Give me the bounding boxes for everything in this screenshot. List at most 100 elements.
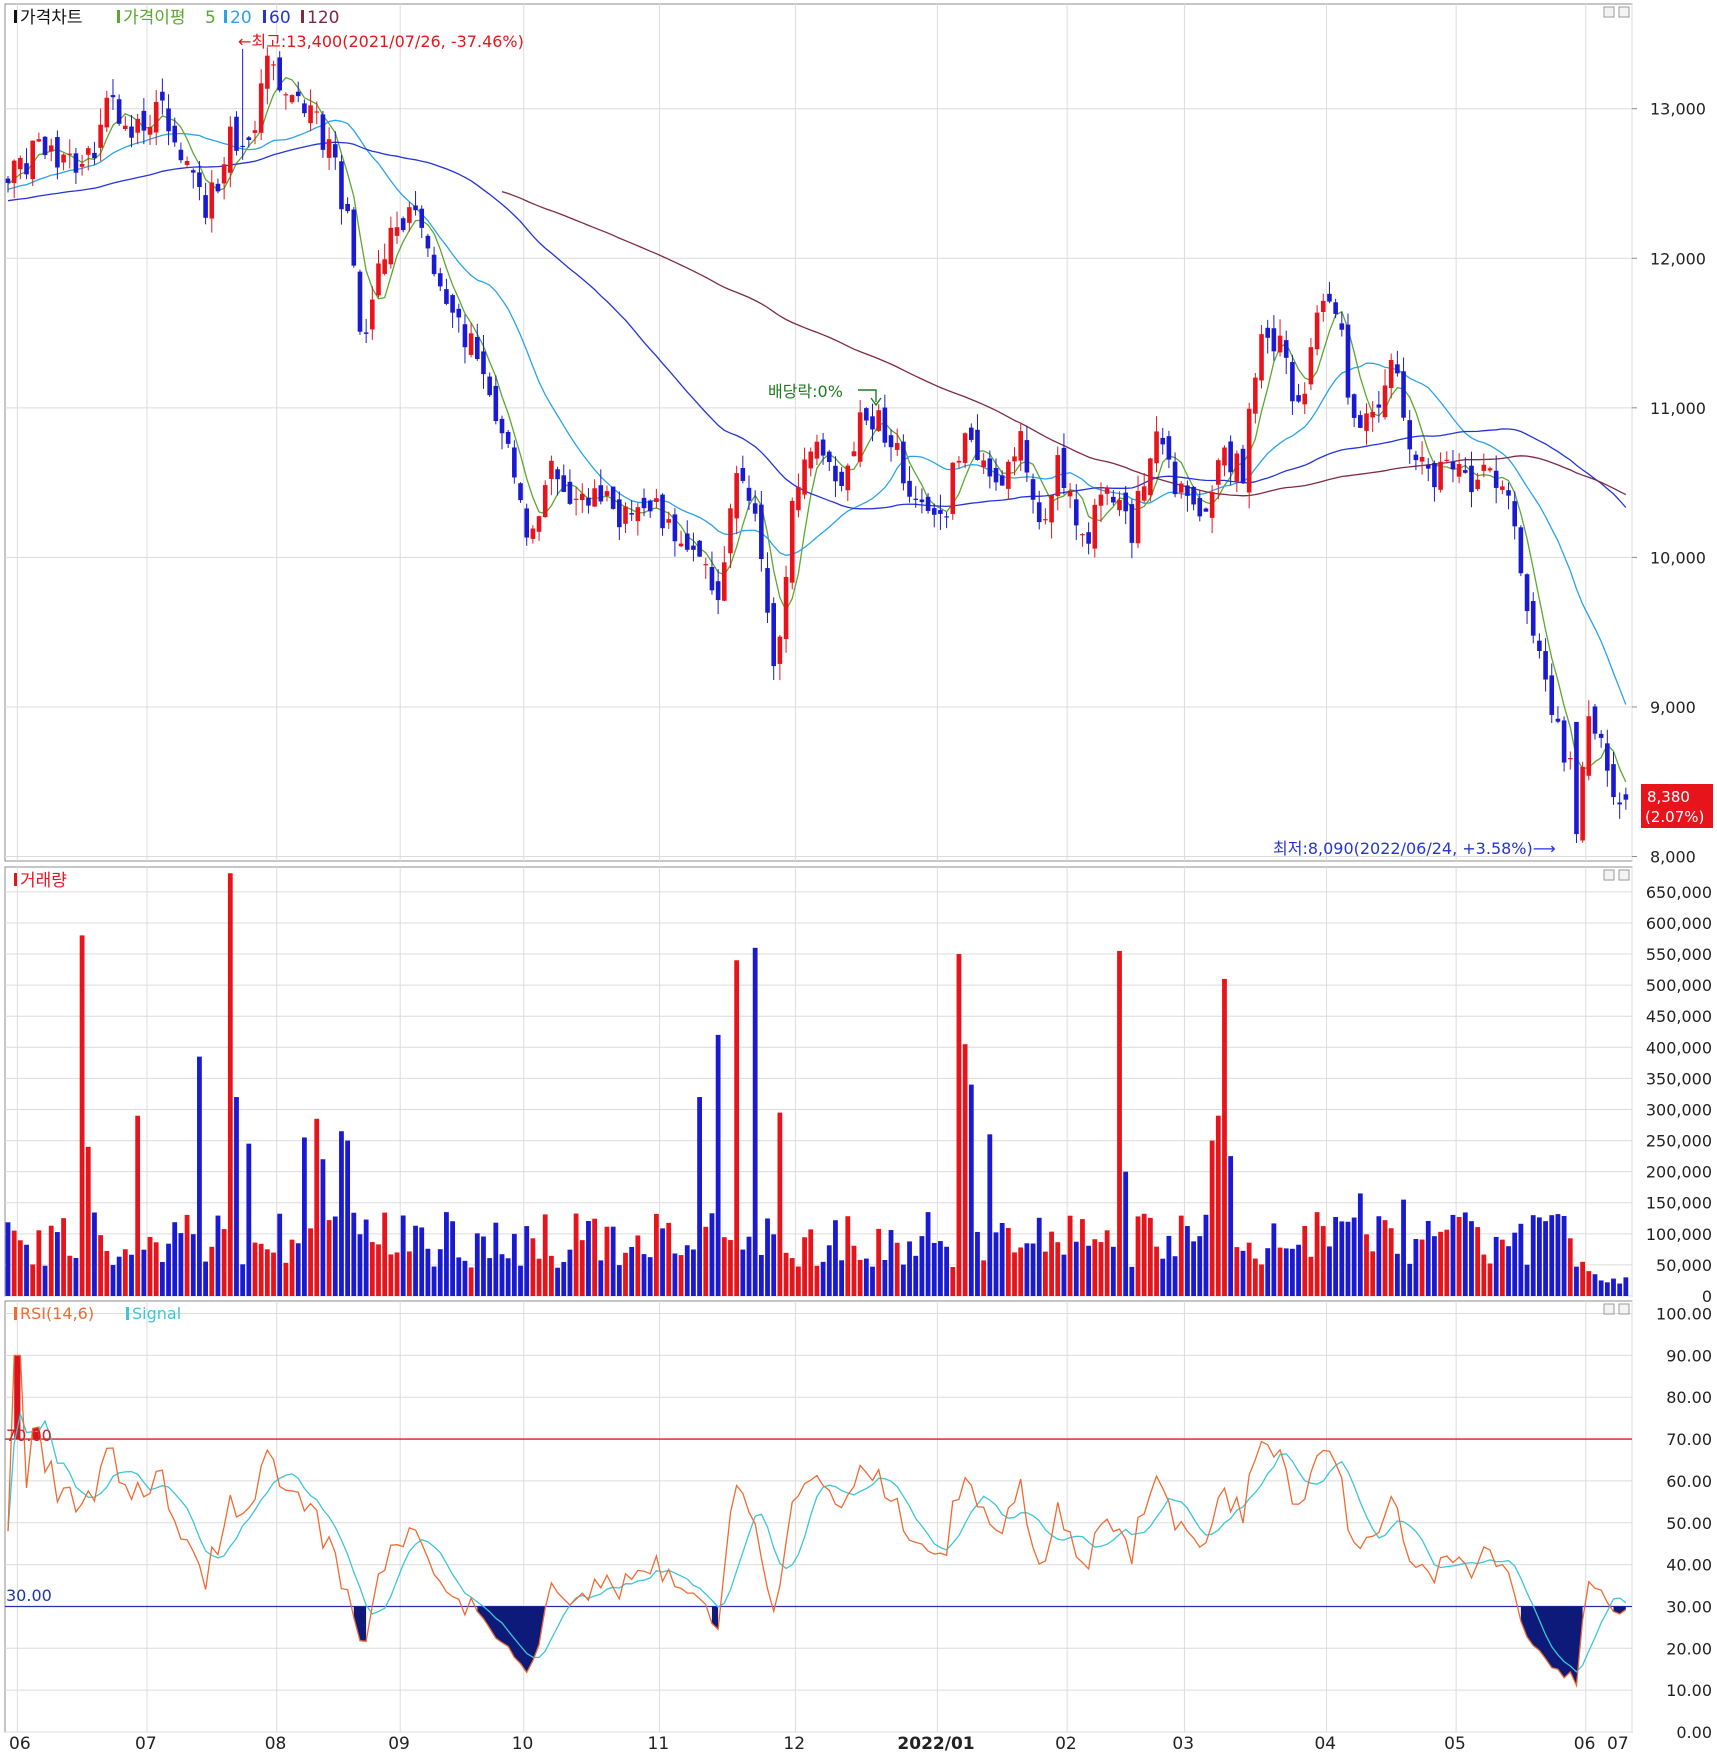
volume-bar: [1506, 1246, 1511, 1296]
volume-bar: [1394, 1253, 1400, 1296]
candle-body: [1135, 490, 1141, 544]
volume-bar: [499, 1254, 505, 1296]
volume-bar: [1456, 1216, 1462, 1296]
candle-body: [1055, 455, 1061, 497]
volume-bar: [314, 1118, 320, 1296]
maximize-icon[interactable]: [1618, 1303, 1630, 1315]
candle-body: [962, 433, 968, 463]
volume-bar: [882, 1259, 888, 1296]
candle-body: [629, 513, 634, 515]
volume-bar: [24, 1244, 29, 1296]
rsi-panel-window-controls[interactable]: [1603, 1303, 1630, 1315]
candle-body: [351, 209, 357, 266]
volume-bar: [567, 1249, 573, 1296]
volume-bar: [555, 1267, 560, 1296]
candle-body: [11, 160, 17, 184]
candle-body: [456, 308, 462, 318]
candle-body: [1364, 413, 1369, 431]
candle-body: [1333, 302, 1338, 314]
candle-body: [870, 416, 875, 430]
candle-body: [5, 178, 11, 183]
minimize-icon[interactable]: [1603, 1303, 1615, 1315]
volume-bar: [1376, 1216, 1382, 1296]
maximize-icon[interactable]: [1618, 869, 1630, 881]
candle-body: [1555, 718, 1561, 722]
volume-bar: [1308, 1256, 1314, 1296]
candle-body: [252, 130, 258, 133]
candle-body: [610, 486, 616, 509]
candle-body: [382, 259, 387, 274]
volume-bar: [85, 1146, 91, 1296]
volume-bar: [425, 1248, 431, 1296]
candle-body: [765, 568, 770, 613]
volume-bar: [1123, 1171, 1129, 1296]
volume-bar: [1432, 1236, 1437, 1296]
candle-body: [172, 125, 178, 143]
candle-body: [475, 337, 480, 359]
candle-body: [1240, 448, 1246, 483]
volume-bar: [1561, 1216, 1567, 1296]
volume-bar: [462, 1260, 468, 1296]
volume-bar: [653, 1213, 659, 1296]
candle-body: [1345, 324, 1351, 398]
rsi-tick-label: 0.00: [1676, 1723, 1712, 1742]
price-tick-label: 13,000: [1650, 100, 1706, 119]
candle-body: [876, 410, 881, 431]
candle-body: [1203, 508, 1209, 512]
volume-bar: [1141, 1213, 1147, 1296]
price-panel: 13,000 12,000 11,000 10,000 9,000 8,000 가격차트 …: [4, 3, 1713, 867]
x-tick-label: 07: [1607, 1734, 1629, 1753]
volume-bar: [1617, 1283, 1623, 1296]
candle-body: [1450, 461, 1456, 470]
candle-body: [1216, 460, 1221, 485]
volume-bar: [1055, 1242, 1061, 1296]
volume-bar: [42, 1265, 48, 1296]
price-y-axis: 13,000 12,000 11,000 10,000 9,000 8,000: [1632, 100, 1706, 867]
candle-body: [1043, 519, 1048, 521]
candle-body: [931, 508, 937, 515]
minimize-icon[interactable]: [1603, 6, 1615, 18]
volume-bar: [277, 1213, 283, 1296]
candle-body: [1469, 465, 1474, 493]
candle-body: [777, 636, 783, 664]
volume-bar: [308, 1228, 313, 1296]
volume-bar: [530, 1238, 536, 1296]
volume-bar: [1586, 1271, 1592, 1296]
volume-bar: [283, 1262, 289, 1296]
volume-bar: [1296, 1244, 1301, 1296]
x-tick-label: 12: [783, 1734, 805, 1753]
price-panel-window-controls[interactable]: [1603, 6, 1630, 18]
volume-bar: [888, 1230, 894, 1296]
volume-bar: [623, 1252, 628, 1296]
volume-panel-window-controls[interactable]: [1603, 869, 1630, 881]
candle-body: [1012, 456, 1017, 462]
volume-bar: [505, 1258, 511, 1296]
volume-bar: [616, 1265, 622, 1296]
rsi-upper-label: 70.00: [6, 1426, 52, 1445]
maximize-icon[interactable]: [1618, 6, 1630, 18]
rsi-tick-label: 100.00: [1656, 1305, 1712, 1324]
volume-bar: [1185, 1226, 1190, 1296]
minimize-icon[interactable]: [1603, 869, 1615, 881]
volume-bar: [197, 1056, 202, 1296]
volume-bar: [746, 1236, 752, 1296]
volume-bar: [672, 1253, 678, 1296]
x-tick-label: 10: [512, 1734, 534, 1753]
candle-body: [530, 528, 536, 539]
volume-bar: [1147, 1217, 1153, 1296]
candle-body: [215, 183, 221, 192]
volume-bar: [863, 1258, 869, 1296]
candle-body: [1160, 437, 1166, 445]
candle-body: [1246, 408, 1252, 493]
volume-bar: [468, 1267, 474, 1296]
candle-body: [1222, 447, 1227, 466]
volume-bar: [110, 1264, 116, 1296]
volume-bar: [487, 1258, 493, 1296]
candle-body: [1506, 490, 1511, 496]
candle-body: [944, 516, 949, 518]
volume-bar: [579, 1240, 585, 1296]
volume-bar: [1215, 1115, 1221, 1296]
volume-bar: [542, 1214, 548, 1296]
